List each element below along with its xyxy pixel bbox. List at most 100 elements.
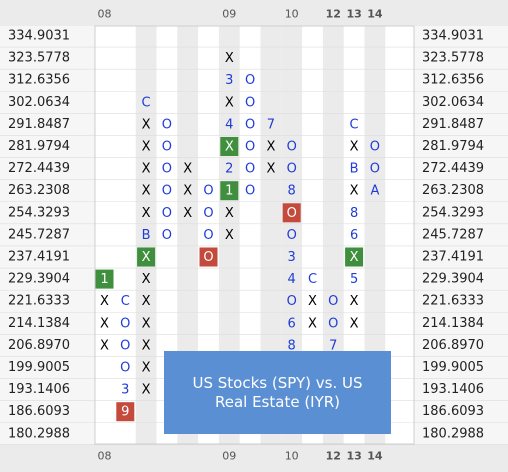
shaded-column	[364, 26, 386, 444]
o-mark: 7	[329, 338, 337, 353]
price-label-right: 302.0634	[422, 95, 484, 110]
price-label-left: 214.1384	[8, 316, 70, 331]
x-mark: X	[100, 294, 109, 309]
o-mark: 3	[121, 383, 129, 398]
price-label-right: 221.6333	[422, 294, 484, 309]
price-label-left: 186.6093	[8, 404, 70, 419]
x-mark: X	[100, 338, 109, 353]
price-label-right: 272.4439	[422, 161, 484, 176]
shaded-column	[135, 26, 157, 444]
x-mark: X	[308, 316, 317, 331]
price-label-right: 281.9794	[422, 139, 484, 154]
x-mark: X	[266, 140, 275, 155]
x-mark: X	[183, 162, 192, 177]
shaded-column	[218, 26, 240, 444]
o-mark: O	[203, 250, 213, 265]
x-mark: B	[142, 228, 151, 243]
x-mark: X	[142, 250, 151, 265]
x-mark: X	[142, 184, 151, 199]
year-label-bottom: 13	[346, 450, 361, 463]
x-mark: X	[142, 294, 151, 309]
price-label-left: 254.3293	[8, 205, 70, 220]
x-mark: X	[350, 140, 359, 155]
o-mark: O	[245, 162, 255, 177]
price-label-left: 263.2308	[8, 183, 70, 198]
o-mark: O	[203, 228, 213, 243]
highlight-box	[199, 247, 218, 267]
x-mark: X	[225, 95, 234, 110]
o-mark: O	[120, 316, 130, 331]
price-label-right: 245.7287	[422, 227, 484, 242]
price-label-right: 206.8970	[422, 338, 484, 353]
x-mark: X	[350, 316, 359, 331]
year-label-top: 13	[346, 8, 361, 21]
price-label-right: 334.9031	[422, 29, 484, 44]
x-mark: 5	[350, 272, 358, 287]
x-mark: X	[350, 250, 359, 265]
o-mark: C	[121, 294, 130, 309]
price-label-right: 199.9005	[422, 360, 484, 375]
x-mark: X	[142, 206, 151, 221]
price-label-right: 193.1406	[422, 382, 484, 397]
o-mark: O	[328, 294, 338, 309]
price-label-left: 193.1406	[8, 382, 70, 397]
highlight-box	[282, 203, 301, 223]
o-mark: O	[162, 206, 172, 221]
price-label-left: 229.3904	[8, 272, 70, 287]
x-mark: X	[142, 117, 151, 132]
x-mark: X	[142, 338, 151, 353]
shaded-column	[281, 26, 303, 444]
x-mark: X	[266, 162, 275, 177]
top-date-axis	[0, 0, 508, 26]
price-label-left: 312.6356	[8, 73, 70, 88]
o-mark: 8	[288, 338, 296, 353]
year-label-top: 12	[326, 8, 341, 21]
x-mark: X	[142, 272, 151, 287]
x-mark: 6	[350, 228, 358, 243]
highlight-box	[220, 137, 239, 156]
o-mark: O	[287, 228, 297, 243]
price-label-right: 263.2308	[422, 183, 484, 198]
x-mark: 1	[225, 184, 233, 199]
x-mark: X	[308, 294, 317, 309]
price-label-right: 229.3904	[422, 272, 484, 287]
price-label-left: 291.8487	[8, 117, 70, 132]
o-mark: O	[162, 117, 172, 132]
overlay-line-2: Real Estate (IYR)	[214, 392, 341, 411]
year-label-top: 08	[98, 8, 112, 21]
highlight-box	[345, 247, 364, 267]
year-label-top: 10	[285, 8, 299, 21]
x-mark: X	[225, 51, 234, 66]
x-mark: X	[350, 294, 359, 309]
x-mark: B	[350, 162, 359, 177]
o-mark: O	[162, 140, 172, 155]
o-mark: O	[287, 206, 297, 221]
o-mark: O	[162, 184, 172, 199]
x-mark: X	[142, 361, 151, 376]
price-label-right: 186.6093	[422, 404, 484, 419]
year-label-top: 14	[367, 8, 383, 21]
x-mark: X	[225, 206, 234, 221]
x-mark: 7	[267, 117, 275, 132]
o-mark: O	[370, 140, 380, 155]
x-mark: X	[142, 140, 151, 155]
o-mark: O	[287, 140, 297, 155]
price-label-right: 291.8487	[422, 117, 484, 132]
x-mark: X	[183, 206, 192, 221]
price-label-left: 302.0634	[8, 95, 70, 110]
price-label-left: 281.9794	[8, 139, 70, 154]
o-mark: O	[203, 184, 213, 199]
year-label-bottom: 08	[98, 450, 112, 463]
highlight-box	[95, 269, 114, 289]
x-mark: X	[142, 383, 151, 398]
o-mark: O	[287, 294, 297, 309]
o-mark: O	[245, 73, 255, 88]
x-mark: X	[142, 162, 151, 177]
plot-border	[94, 25, 415, 445]
price-label-left: 323.5778	[8, 51, 70, 66]
price-label-right: 323.5778	[422, 51, 484, 66]
x-mark: C	[142, 95, 151, 110]
o-mark: O	[245, 184, 255, 199]
o-mark: O	[203, 206, 213, 221]
bottom-date-axis	[0, 444, 508, 472]
